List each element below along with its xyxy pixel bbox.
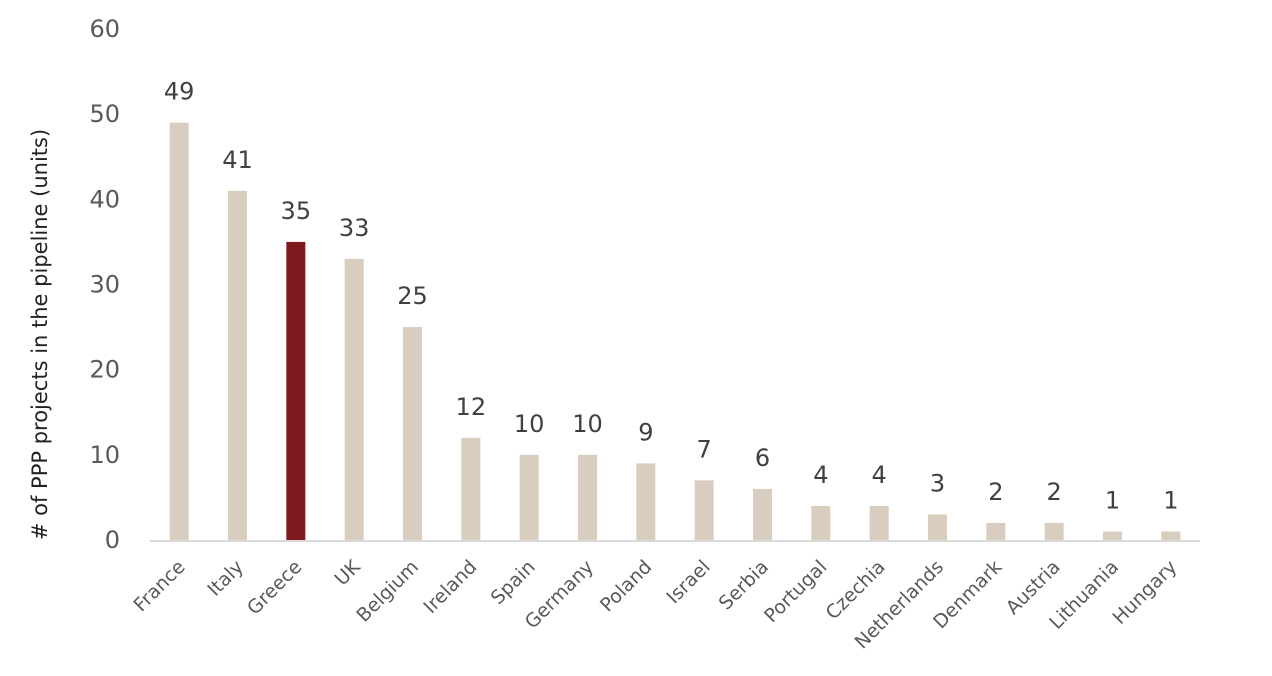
bar-greece [286,241,306,540]
data-label-ireland: 12 [456,393,487,421]
data-label-poland: 9 [638,418,653,446]
data-label-germany: 10 [572,410,603,438]
bar-italy [228,190,247,541]
data-label-belgium: 25 [397,282,428,310]
bar-spain [519,454,539,540]
x-tick-label-uk: UK [330,556,365,591]
bars [169,122,1181,541]
data-label-uk: 33 [339,214,370,242]
bar-france [169,122,189,540]
y-tick-label: 60 [89,15,120,43]
x-tick-label-portugal: Portugal [760,556,831,627]
y-tick-label: 30 [89,271,120,299]
data-label-portugal: 4 [813,461,828,489]
x-tick-label-poland: Poland [596,556,656,616]
bar-germany [578,454,597,540]
data-label-hungary: 1 [1163,486,1178,514]
data-label-lithuania: 1 [1105,486,1120,514]
y-tick-label: 20 [89,356,120,384]
x-tick-label-spain: Spain [487,556,540,609]
bar-poland [636,463,656,540]
data-label-denmark: 2 [988,478,1003,506]
x-tick-label-serbia: Serbia [715,556,773,614]
bar-austria [1044,522,1064,540]
data-labels: 49 41 35 33 25 12 10 10 9 7 6 4 4 3 2 2 1 1 [164,78,1179,515]
y-axis-ticks: 0 10 20 30 40 50 60 [89,15,120,554]
data-label-israel: 7 [697,435,712,463]
y-axis-title: # of PPP projects in the pipeline (units… [28,129,52,540]
bar-uk [344,258,364,540]
bar-portugal [811,505,831,540]
x-tick-label-hungary: Hungary [1108,556,1181,629]
data-label-spain: 10 [514,410,545,438]
y-tick-label: 0 [105,526,120,554]
bar-serbia [753,488,772,540]
x-tick-label-france: France [129,556,189,616]
x-tick-label-israel: Israel [662,556,714,608]
bar-czechia [869,505,889,540]
bar-israel [694,480,714,540]
bar-netherlands [928,514,947,540]
data-label-italy: 41 [222,146,253,174]
data-label-greece: 35 [281,197,312,225]
y-tick-label: 40 [89,185,120,213]
bar-denmark [986,522,1006,540]
x-tick-label-greece: Greece [243,556,306,619]
y-tick-label: 50 [89,100,120,128]
bar-ireland [461,437,481,540]
y-tick-label: 10 [89,441,120,469]
x-tick-label-italy: Italy [203,556,248,601]
data-label-netherlands: 3 [930,469,945,497]
bar-lithuania [1103,531,1122,540]
data-label-serbia: 6 [755,444,770,472]
x-tick-label-belgium: Belgium [352,556,423,627]
bar-belgium [403,327,422,540]
bar-hungary [1161,531,1181,540]
data-label-czechia: 4 [872,461,887,489]
data-label-austria: 2 [1047,478,1062,506]
x-tick-label-ireland: Ireland [419,556,481,618]
data-label-france: 49 [164,78,195,106]
